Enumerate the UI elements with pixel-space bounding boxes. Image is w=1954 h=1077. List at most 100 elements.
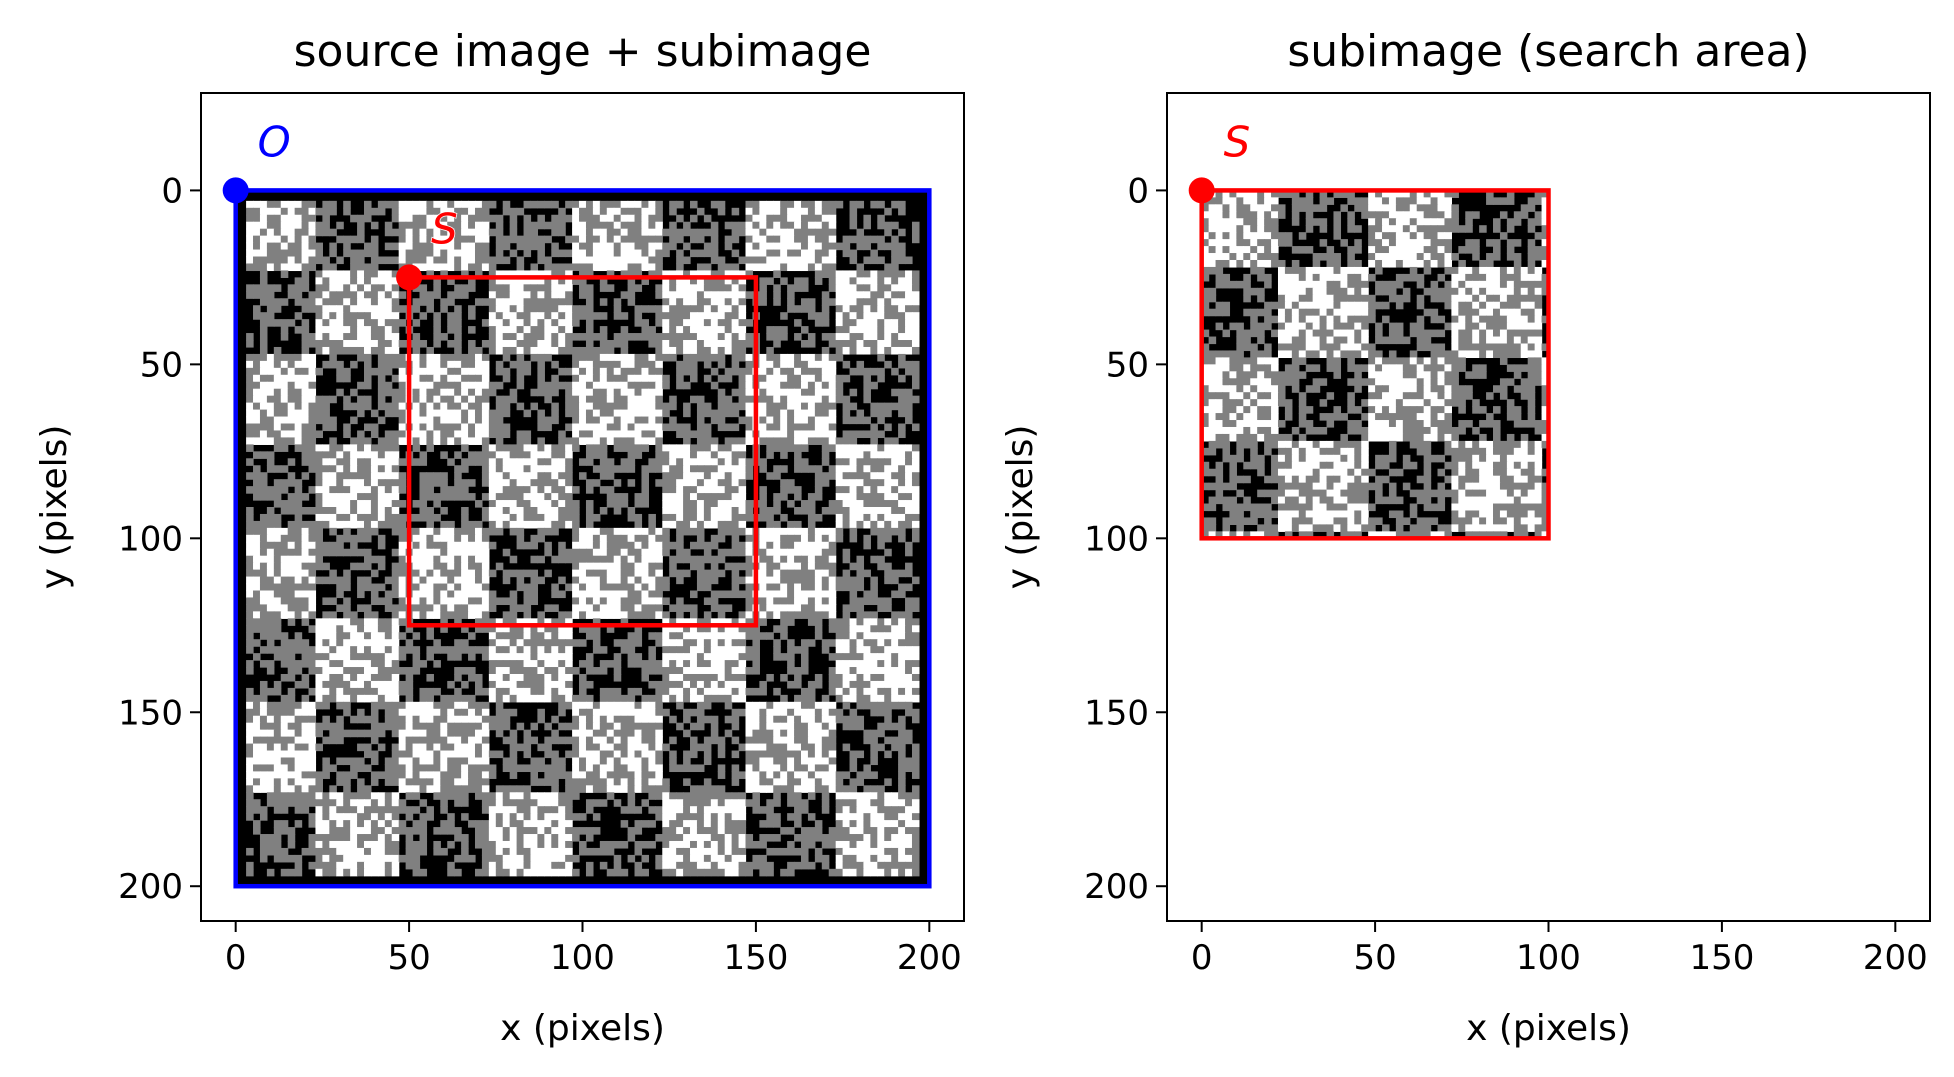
image-pixel	[905, 618, 913, 626]
image-pixel	[551, 520, 559, 529]
image-pixel	[828, 444, 837, 452]
image-pixel	[294, 381, 303, 390]
image-pixel	[870, 653, 878, 661]
image-pixel	[592, 604, 601, 612]
image-pixel	[641, 249, 649, 258]
image-pixel	[884, 493, 892, 501]
image-pixel	[606, 228, 615, 237]
image-pixel	[391, 437, 400, 445]
image-pixel	[259, 256, 268, 265]
image-pixel	[246, 632, 254, 640]
image-pixel	[412, 242, 421, 251]
image-pixel	[905, 548, 913, 557]
image-pixel	[641, 228, 649, 237]
image-pixel	[606, 604, 615, 612]
image-pixel	[898, 611, 906, 619]
image-pixel	[287, 639, 296, 647]
image-pixel	[814, 256, 823, 265]
image-pixel	[266, 409, 275, 418]
image-pixel	[343, 207, 351, 216]
image-pixel	[835, 381, 844, 390]
image-pixel	[419, 340, 428, 348]
image-pixel	[350, 541, 358, 550]
image-pixel	[294, 632, 303, 640]
image-pixel	[419, 395, 428, 404]
image-pixel	[350, 653, 358, 661]
image-pixel	[370, 646, 379, 654]
image-pixel	[294, 374, 303, 383]
image-pixel	[662, 493, 670, 501]
image-pixel	[870, 437, 878, 445]
image-pixel	[759, 388, 767, 397]
image-pixel	[433, 541, 441, 550]
image-pixel	[676, 235, 684, 244]
image-pixel	[773, 388, 781, 397]
image-pixel	[690, 451, 698, 459]
image-pixel	[488, 479, 497, 487]
image-pixel	[329, 423, 337, 432]
image-pixel	[329, 353, 337, 362]
image-pixel	[315, 249, 323, 258]
image-pixel	[870, 639, 878, 647]
image-pixel	[731, 632, 740, 640]
image-pixel	[565, 583, 573, 592]
image-pixel	[461, 576, 469, 585]
image-pixel	[364, 305, 372, 313]
image-pixel	[738, 298, 747, 306]
image-pixel	[454, 333, 462, 341]
image-pixel	[433, 395, 441, 404]
image-pixel	[676, 333, 684, 341]
image-pixel	[329, 500, 337, 508]
image-pixel	[253, 493, 261, 501]
image-pixel	[308, 507, 317, 515]
image-pixel	[481, 618, 490, 626]
image-pixel	[377, 507, 386, 515]
image-pixel	[357, 667, 365, 675]
image-pixel	[773, 228, 781, 237]
image-pixel	[433, 548, 441, 557]
image-pixel	[433, 249, 441, 258]
image-pixel	[488, 326, 497, 334]
image-pixel	[683, 256, 691, 265]
image-pixel	[370, 507, 379, 515]
image-pixel	[502, 346, 511, 355]
image-pixel	[849, 576, 858, 585]
image-pixel	[454, 667, 462, 675]
image-pixel	[613, 374, 622, 383]
image-pixel	[801, 569, 809, 578]
image-pixel	[565, 367, 573, 376]
image-pixel	[835, 346, 844, 355]
image-pixel	[724, 458, 733, 466]
image-pixel	[863, 513, 871, 522]
image-pixel	[648, 256, 656, 265]
image-pixel	[710, 458, 719, 466]
image-pixel	[468, 346, 476, 355]
image-pixel	[891, 249, 899, 258]
image-pixel	[287, 527, 296, 536]
image-pixel	[253, 527, 261, 536]
image-pixel	[350, 284, 358, 292]
image-pixel	[551, 465, 559, 473]
image-pixel	[863, 291, 871, 299]
image-pixel	[759, 458, 767, 466]
image-pixel	[585, 242, 594, 251]
image-pixel	[898, 465, 906, 473]
image-pixel	[745, 416, 754, 425]
image-pixel	[412, 256, 421, 265]
image-pixel	[599, 381, 608, 390]
image-pixel	[620, 291, 629, 299]
image-pixel	[266, 576, 275, 585]
image-pixel	[821, 333, 830, 341]
image-pixel	[544, 312, 552, 320]
image-pixel	[787, 228, 795, 237]
image-pixel	[773, 249, 781, 258]
image-pixel	[599, 200, 608, 209]
image-pixel	[481, 444, 490, 452]
image-pixel	[870, 326, 878, 334]
image-pixel	[738, 395, 747, 404]
image-pixel	[474, 249, 483, 258]
image-pixel	[634, 284, 643, 292]
image-pixel	[343, 465, 351, 473]
image-pixel	[287, 653, 296, 661]
image-pixel	[738, 611, 747, 619]
